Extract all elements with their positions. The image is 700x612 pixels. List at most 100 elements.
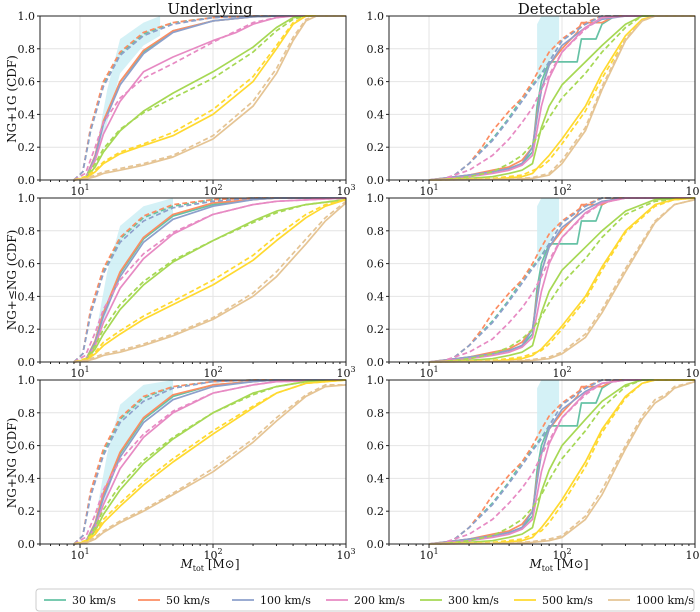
panel-r0-c0-1000-km-s-dashed (73, 15, 346, 181)
legend-label-300-km-s: 300 km/s (448, 594, 499, 607)
panel-r2-c0-frame (39, 379, 347, 545)
panel-r1-c1-300-km-s-solid (428, 197, 695, 363)
panel-r1-c0-ytick-label-1: 0.2 (18, 323, 36, 336)
panel-r2-c0-xtick-label-2: 103 (336, 547, 355, 562)
panel-r0-c1-300-km-s-dashed (439, 15, 695, 181)
panel-r2-c0-xtick-label-0: 101 (70, 547, 89, 562)
panel-r1-c1-300-km-s-dashed (439, 197, 695, 363)
panel-r2-c0-ytick-label-4: 0.8 (18, 407, 36, 420)
panel-r2-c1-300-km-s-solid (428, 379, 695, 545)
panel-r2-c1-xtick-label-0: 101 (419, 547, 438, 562)
panel-r1-c0-100-km-s-dashed (73, 197, 346, 363)
panel-r0-c0-500-km-s-solid (73, 15, 346, 181)
panel-r0-c0-200-km-s-solid (73, 15, 346, 181)
panel-r1-c1-100-km-s-dashed (439, 197, 695, 363)
panel-r2-c1-300-km-s-dashed (439, 379, 695, 545)
legend-label-100-km-s: 100 km/s (260, 594, 311, 607)
panel-r1-c1-500-km-s-dashed (428, 197, 695, 363)
panels-layer: 0.0 0.2 0.4 0.6 0.8 1.0 101 102 103 0.0 0.2 0.4 0.6 0… (18, 10, 700, 562)
panel-r0-c1-xtick-label-2: 103 (685, 183, 700, 198)
panel-r1-c1-xtick-label-2: 103 (685, 365, 700, 380)
panel-r1-c1-ytick-label-0: 0.0 (367, 356, 385, 369)
panel-r2-c1: 0.0 0.2 0.4 0.6 0.8 1.0 101 102 103 (367, 374, 700, 562)
panel-r2-c1-200-km-s-solid (428, 379, 695, 545)
row-label-ng-ng: NG+NG (CDF) (5, 418, 19, 509)
panel-r1-c1-ytick-label-5: 1.0 (367, 192, 385, 205)
panel-r0-c1-500-km-s-dashed (428, 15, 695, 181)
panel-r1-c1-ytick-label-2: 0.4 (367, 290, 385, 303)
panel-r1-c1-500-km-s-solid (428, 197, 695, 363)
panel-r1-c1-50-km-s-dashed (439, 197, 695, 363)
legend-label-1000-km-s: 1000 km/s (636, 594, 694, 607)
panel-r1-c1-ytick-label-4: 0.8 (367, 225, 385, 238)
panel-r0-c1-200-km-s-dashed (439, 15, 695, 181)
panel-r0-c1-50-km-s-dashed (439, 15, 695, 181)
row-label-ng-leq-ng: NG+≤NG (CDF) (5, 230, 19, 331)
column-title-detectable: Detectable (518, 0, 601, 18)
panel-r0-c0-300-km-s-solid (73, 15, 346, 181)
panel-r2-c0-ytick-label-3: 0.6 (18, 440, 36, 453)
panel-r1-c0-ytick-label-4: 0.8 (18, 225, 36, 238)
panel-r2-c1-ytick-label-4: 0.8 (367, 407, 385, 420)
panel-r1-c0-ytick-label-0: 0.0 (18, 356, 36, 369)
panel-r2-c0-100-km-s-solid (73, 379, 346, 545)
panel-r1-c0-300-km-s-dashed (73, 198, 346, 363)
panel-r2-c1-frame (388, 379, 696, 545)
panel-r2-c1-50-km-s-dashed (439, 379, 695, 545)
panel-r1-c1-100-km-s-solid (428, 197, 695, 363)
legend-frame (35, 588, 695, 612)
panel-r0-c0-ytick-label-5: 1.0 (18, 10, 36, 23)
panel-r1-c0-ytick-label-2: 0.4 (18, 290, 36, 303)
panel-r1-c0-xtick-label-2: 103 (336, 365, 355, 380)
column-title-underlying: Underlying (167, 0, 253, 18)
legend: 30 km/s 50 km/s 100 km/s 200 km/s 300 km/s 50… (35, 588, 695, 612)
panel-r0-c1-200-km-s-solid (428, 15, 695, 181)
panel-r2-c0-500-km-s-solid (73, 379, 346, 545)
panel-r0-c1-100-km-s-dashed (439, 15, 695, 181)
panel-r1-c1-frame (388, 197, 696, 363)
panel-r0-c0-ytick-label-4: 0.8 (18, 43, 36, 56)
panel-r2-c0-ytick-label-1: 0.2 (18, 505, 36, 518)
panel-r1-c1-xtick-label-1: 102 (552, 365, 571, 380)
panel-r1-c0: 0.0 0.2 0.4 0.6 0.8 1.0 101 102 103 (18, 192, 356, 380)
panel-r2-c1-1000-km-s-dashed (428, 380, 695, 545)
panel-r1-c0-100-km-s-solid (73, 197, 346, 363)
panel-r2-c0-1000-km-s-solid (73, 384, 346, 545)
panel-r1-c0-ytick-label-3: 0.6 (18, 258, 36, 271)
panel-r0-c0: 0.0 0.2 0.4 0.6 0.8 1.0 101 102 103 (18, 10, 356, 198)
panel-r0-c1-1000-km-s-solid (428, 15, 695, 181)
panel-r0-c0-ytick-label-0: 0.0 (18, 174, 36, 187)
panel-r0-c1-xtick-label-0: 101 (419, 183, 438, 198)
panel-r0-c1: 0.0 0.2 0.4 0.6 0.8 1.0 101 102 103 (367, 10, 700, 198)
panel-r2-c0-200-km-s-solid (73, 379, 346, 545)
panel-r1-c0-1000-km-s-solid (73, 202, 346, 363)
panel-r2-c1-ytick-label-5: 1.0 (367, 374, 385, 387)
panel-r1-c0-ytick-label-5: 1.0 (18, 192, 36, 205)
panel-r2-c0-1000-km-s-dashed (73, 384, 346, 545)
panel-r0-c1-ytick-label-3: 0.6 (367, 76, 385, 89)
legend-items: 30 km/s 50 km/s 100 km/s 200 km/s 300 km/s 50… (44, 594, 694, 607)
panel-r1-c0-500-km-s-dashed (73, 198, 346, 363)
panel-r1-c0-300-km-s-solid (73, 198, 346, 363)
panel-r2-c0: 0.0 0.2 0.4 0.6 0.8 1.0 101 102 103 (18, 374, 356, 562)
panel-r2-c0-300-km-s-dashed (73, 379, 346, 545)
panel-r0-c1-100-km-s-solid (428, 15, 695, 181)
panel-r2-c0-ytick-label-2: 0.4 (18, 472, 36, 485)
panel-r1-c0-500-km-s-solid (73, 198, 346, 363)
panel-r0-c0-ytick-label-2: 0.4 (18, 108, 36, 121)
legend-label-30-km-s: 30 km/s (72, 594, 116, 607)
panel-r0-c1-xtick-label-1: 102 (552, 183, 571, 198)
panel-r0-c1-300-km-s-solid (428, 15, 695, 181)
panel-r1-c0-200-km-s-solid (73, 197, 346, 363)
panel-r0-c1-ytick-label-1: 0.2 (367, 141, 385, 154)
panel-r2-c1-xtick-label-1: 102 (552, 547, 571, 562)
panel-r0-c1-ytick-label-4: 0.8 (367, 43, 385, 56)
panel-r0-c0-xtick-label-0: 101 (70, 183, 89, 198)
panel-r0-c1-500-km-s-solid (428, 15, 695, 181)
panel-r2-c1-100-km-s-dashed (439, 379, 695, 545)
legend-label-50-km-s: 50 km/s (166, 594, 210, 607)
panel-r2-c1-ytick-label-3: 0.6 (367, 440, 385, 453)
panel-r2-c0-ytick-label-5: 1.0 (18, 374, 36, 387)
panel-r0-c0-100-km-s-dashed (73, 15, 346, 181)
